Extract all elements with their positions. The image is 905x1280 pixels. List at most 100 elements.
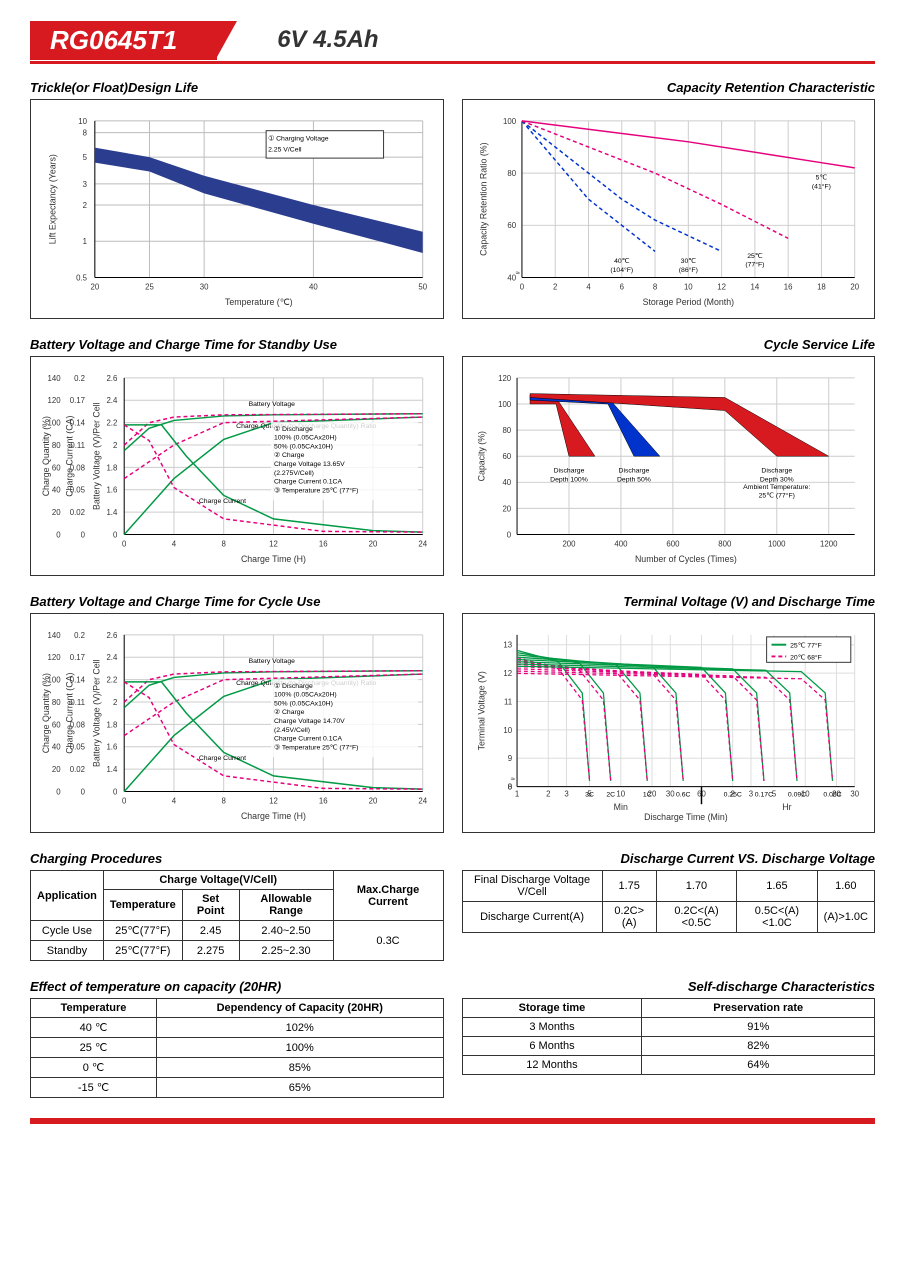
table-charging: ApplicationCharge Voltage(V/Cell)Max.Cha… <box>30 870 444 961</box>
svg-text:Charge Current: Charge Current <box>199 498 246 505</box>
svg-text:Battery Voltage: Battery Voltage <box>249 401 296 408</box>
svg-text:≈: ≈ <box>515 269 520 278</box>
svg-text:50% (0.05CAx10H): 50% (0.05CAx10H) <box>274 700 333 707</box>
svg-text:Charge Current (CA): Charge Current (CA) <box>64 416 74 497</box>
svg-text:2.4: 2.4 <box>106 653 118 662</box>
svg-text:Charge Time (H): Charge Time (H) <box>241 811 306 821</box>
svg-text:40℃: 40℃ <box>614 258 630 265</box>
svg-text:① Discharge: ① Discharge <box>274 682 313 690</box>
svg-text:① Discharge: ① Discharge <box>274 425 313 433</box>
svg-text:③ Temperature 25℃ (77°F): ③ Temperature 25℃ (77°F) <box>274 743 359 751</box>
svg-text:80: 80 <box>52 441 61 450</box>
svg-text:3: 3 <box>748 789 753 798</box>
svg-text:10: 10 <box>503 726 512 735</box>
table-title-charging: Charging Procedures <box>30 851 444 866</box>
svg-text:0: 0 <box>113 530 118 539</box>
svg-text:0.25C: 0.25C <box>723 791 741 798</box>
chart-title-terminal: Terminal Voltage (V) and Discharge Time <box>462 594 876 609</box>
svg-text:24: 24 <box>418 539 427 548</box>
table-title-selfdis: Self-discharge Characteristics <box>462 979 876 994</box>
svg-text:100% (0.05CAx20H): 100% (0.05CAx20H) <box>274 435 337 442</box>
svg-text:0: 0 <box>56 787 61 796</box>
svg-text:20: 20 <box>502 504 511 513</box>
svg-text:12: 12 <box>717 282 726 291</box>
svg-text:10: 10 <box>616 789 625 798</box>
svg-text:0: 0 <box>507 783 512 792</box>
svg-text:4: 4 <box>172 796 177 805</box>
svg-text:8: 8 <box>222 539 227 548</box>
svg-text:Capacity (%): Capacity (%) <box>476 431 486 481</box>
svg-text:2.6: 2.6 <box>106 631 118 640</box>
svg-text:(86°F): (86°F) <box>678 266 697 274</box>
svg-text:0.5: 0.5 <box>76 273 88 282</box>
svg-text:Ambient Temperature:: Ambient Temperature: <box>743 484 810 491</box>
svg-text:(77°F): (77°F) <box>745 261 764 269</box>
svg-text:0.02: 0.02 <box>70 765 85 774</box>
svg-text:30: 30 <box>850 789 859 798</box>
svg-text:3: 3 <box>564 789 569 798</box>
svg-text:140: 140 <box>48 631 62 640</box>
chart-standby: 04812162024000200.021.4400.051.6600.081.… <box>30 356 444 576</box>
model-number: RG0645T1 <box>30 21 217 60</box>
svg-text:3: 3 <box>83 180 88 189</box>
svg-text:Charge Quantity (%): Charge Quantity (%) <box>41 416 51 496</box>
svg-text:1: 1 <box>83 237 87 246</box>
svg-text:2.6: 2.6 <box>106 374 118 383</box>
svg-text:Charge Voltage 14.70V: Charge Voltage 14.70V <box>274 718 345 725</box>
svg-text:1: 1 <box>514 789 518 798</box>
spec: 6V 4.5Ah <box>277 26 378 54</box>
svg-text:80: 80 <box>507 169 516 178</box>
svg-text:1C: 1C <box>642 791 651 798</box>
svg-text:Battery Voltage: Battery Voltage <box>249 658 296 665</box>
svg-text:② Charge: ② Charge <box>274 708 305 716</box>
chart-cyclelife: 20040060080010001200020406080100120Disch… <box>462 356 876 576</box>
svg-text:1.4: 1.4 <box>106 508 118 517</box>
table-discharge-voltage: Final Discharge Voltage V/Cell1.751.701.… <box>462 870 876 933</box>
svg-text:10: 10 <box>78 117 87 126</box>
svg-text:Charge Voltage 13.65V: Charge Voltage 13.65V <box>274 461 345 468</box>
svg-text:1000: 1000 <box>768 539 786 548</box>
svg-text:Charge Current (CA): Charge Current (CA) <box>64 673 74 754</box>
chart-terminal: 12351020306023510203089101112130≈3C2C1C0… <box>462 613 876 833</box>
chart-retention: 0246810121416182040608010040℃(104°F)30℃(… <box>462 99 876 319</box>
svg-text:200: 200 <box>562 539 576 548</box>
svg-text:40: 40 <box>52 486 61 495</box>
svg-text:100% (0.05CAx20H): 100% (0.05CAx20H) <box>274 692 337 699</box>
svg-text:2: 2 <box>553 282 557 291</box>
svg-text:Depth 50%: Depth 50% <box>616 476 650 483</box>
svg-text:0: 0 <box>81 787 86 796</box>
svg-text:Depth 30%: Depth 30% <box>759 476 793 483</box>
svg-text:12: 12 <box>269 539 278 548</box>
svg-text:Charge Current 0.1CA: Charge Current 0.1CA <box>274 736 343 743</box>
svg-text:Discharge: Discharge <box>618 468 649 475</box>
svg-text:120: 120 <box>48 653 62 662</box>
svg-text:20℃ 68°F: 20℃ 68°F <box>790 653 822 661</box>
svg-text:11: 11 <box>504 697 512 706</box>
svg-text:14: 14 <box>750 282 759 291</box>
svg-text:120: 120 <box>48 396 62 405</box>
svg-text:0: 0 <box>122 796 127 805</box>
svg-text:25: 25 <box>145 282 154 291</box>
svg-text:6: 6 <box>619 282 624 291</box>
svg-text:2C: 2C <box>606 791 615 798</box>
svg-text:13: 13 <box>503 641 512 650</box>
svg-text:0: 0 <box>122 539 127 548</box>
svg-text:600: 600 <box>666 539 680 548</box>
svg-text:20: 20 <box>52 508 61 517</box>
svg-text:60: 60 <box>52 720 61 729</box>
svg-text:(2.45V/Cell): (2.45V/Cell) <box>274 727 310 734</box>
svg-text:0: 0 <box>81 530 86 539</box>
chart-title-retention: Capacity Retention Characteristic <box>462 80 876 95</box>
svg-text:30: 30 <box>200 282 209 291</box>
svg-text:1.8: 1.8 <box>106 463 118 472</box>
svg-text:Terminal Voltage (V): Terminal Voltage (V) <box>476 671 486 750</box>
svg-text:16: 16 <box>783 282 792 291</box>
svg-text:Storage Period (Month): Storage Period (Month) <box>642 297 734 307</box>
svg-text:60: 60 <box>502 452 511 461</box>
svg-text:140: 140 <box>48 374 62 383</box>
svg-text:20: 20 <box>369 796 378 805</box>
svg-text:12: 12 <box>269 796 278 805</box>
svg-text:20: 20 <box>52 765 61 774</box>
svg-text:2: 2 <box>113 698 117 707</box>
svg-text:(41°F): (41°F) <box>811 182 830 190</box>
